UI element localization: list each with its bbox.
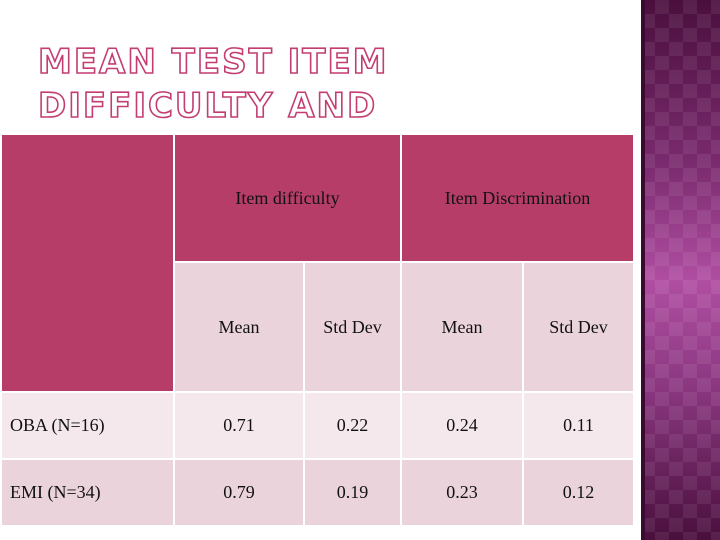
item-difficulty-header: Item difficulty <box>173 133 402 263</box>
difficulty-stddev-header: Std Dev <box>303 261 402 393</box>
table-cell: 0.22 <box>303 391 402 460</box>
table-row: OBA (N=16) 0.71 0.22 0.24 0.11 <box>0 391 635 460</box>
discrimination-stddev-header: Std Dev <box>522 261 635 393</box>
table-cell: 0.71 <box>173 391 305 460</box>
row-label-emi: EMI (N=34) <box>0 458 175 527</box>
side-panel-edge <box>641 0 645 540</box>
corner-header-cell <box>0 133 175 393</box>
table-cell: 0.79 <box>173 458 305 527</box>
table-header-row-group: Item difficulty Item Discrimination <box>0 133 635 393</box>
table-cell: 0.23 <box>400 458 524 527</box>
data-table: Item difficulty Item Discrimination Mean… <box>0 133 635 527</box>
item-discrimination-header: Item Discrimination <box>400 133 635 263</box>
table-cell: 0.11 <box>522 391 635 460</box>
discrimination-mean-header: Mean <box>400 261 524 393</box>
difficulty-mean-header: Mean <box>173 261 305 393</box>
table-cell: 0.12 <box>522 458 635 527</box>
row-label-oba: OBA (N=16) <box>0 391 175 460</box>
table-row: EMI (N=34) 0.79 0.19 0.23 0.12 <box>0 458 635 527</box>
table-cell: 0.24 <box>400 391 524 460</box>
decorative-side-panel <box>641 0 720 540</box>
table-cell: 0.19 <box>303 458 402 527</box>
table-header-row-sub: Mean Std Dev Mean Std Dev <box>1 261 635 393</box>
side-panel-pattern <box>641 0 720 540</box>
